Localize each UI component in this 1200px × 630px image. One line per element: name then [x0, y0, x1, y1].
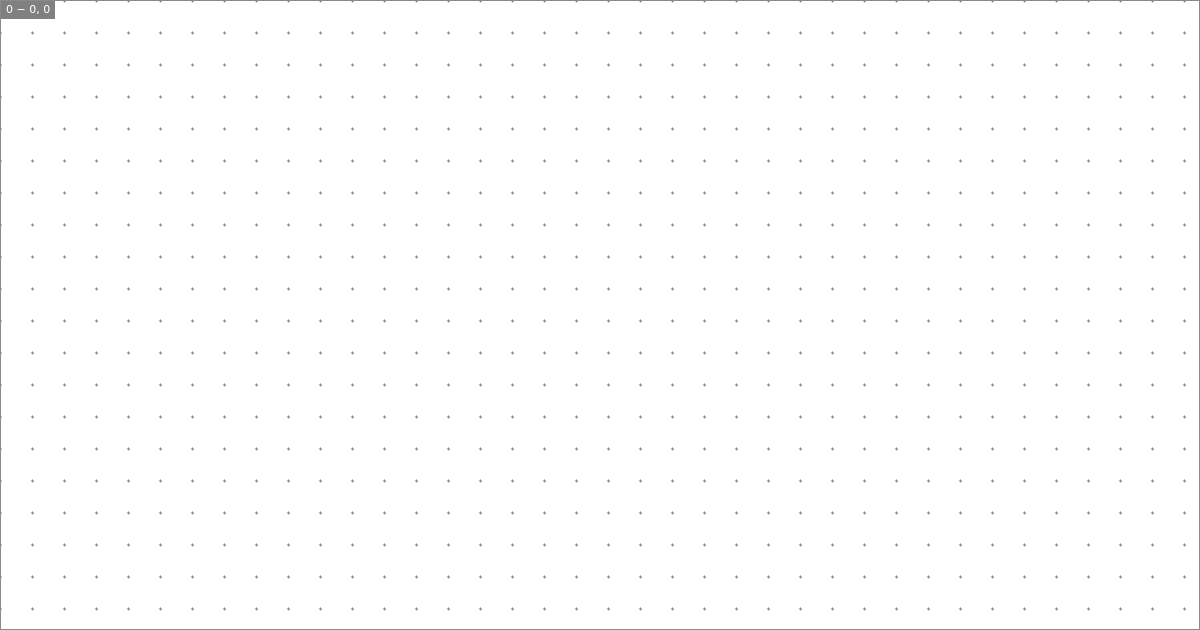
grid-marks: [1, 1, 1186, 611]
coordinate-readout: 0 − 0, 0: [1, 1, 56, 19]
